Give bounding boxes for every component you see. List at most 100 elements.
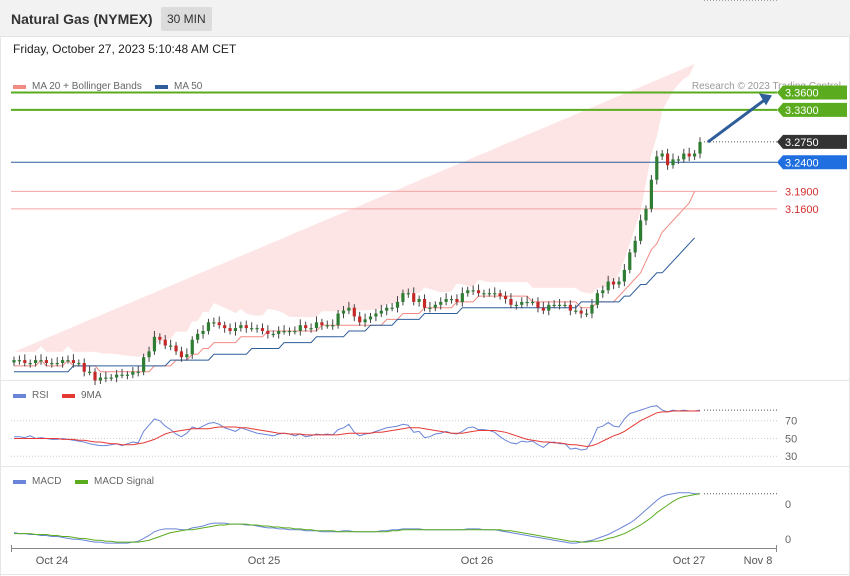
candle xyxy=(244,325,248,329)
candle xyxy=(142,357,146,372)
candle xyxy=(628,252,632,270)
projection-arrow xyxy=(707,99,765,144)
tag-3.1900: 3.1900 xyxy=(785,186,819,198)
legend-ma20: MA 20 + Bollinger Bands xyxy=(13,81,142,92)
candle xyxy=(412,293,416,302)
candle xyxy=(449,299,454,301)
candle xyxy=(228,328,232,331)
candle xyxy=(158,336,162,340)
tag-3.2400-bg xyxy=(777,155,847,170)
ma50-swatch xyxy=(155,84,168,89)
date-text: Friday, October 27, 2023 5:10:48 AM CET xyxy=(13,42,237,56)
candle xyxy=(304,325,308,329)
candle xyxy=(28,363,32,365)
candle xyxy=(563,304,567,307)
signal-swatch xyxy=(75,479,88,484)
candle xyxy=(325,325,329,327)
candle xyxy=(88,371,92,373)
candle xyxy=(93,371,97,381)
candle xyxy=(557,304,562,307)
candle xyxy=(125,374,130,376)
legend-ma20-label: MA 20 + Bollinger Bands xyxy=(32,81,142,92)
candle xyxy=(476,290,481,294)
candle xyxy=(568,304,572,311)
tag-3.2400: 3.2400 xyxy=(785,157,819,169)
candle xyxy=(439,301,443,305)
legend-ma50: MA 50 xyxy=(155,81,202,92)
candle xyxy=(493,293,497,295)
candle xyxy=(660,153,664,157)
candle xyxy=(98,377,103,381)
candle xyxy=(17,360,22,362)
candle xyxy=(520,301,524,305)
candle xyxy=(395,301,400,308)
candle xyxy=(406,293,410,295)
candle xyxy=(692,153,697,157)
candle xyxy=(34,360,38,363)
legend-rsi-ma: 9MA xyxy=(62,390,102,401)
candle xyxy=(498,293,502,297)
copyright-text: Research © 2023 Trading Central xyxy=(691,81,841,92)
chart-header: Natural Gas (NYMEX) 30 MIN xyxy=(0,0,850,37)
tag-3.3600-bg xyxy=(777,85,847,100)
candle xyxy=(698,141,702,154)
candle xyxy=(39,360,43,362)
candle xyxy=(682,153,686,160)
candle xyxy=(460,293,464,302)
candle xyxy=(239,325,243,329)
candle xyxy=(665,153,670,166)
legend-macd-signal: MACD Signal xyxy=(75,476,154,487)
candle xyxy=(109,377,113,379)
candle xyxy=(179,351,184,358)
candle xyxy=(644,208,648,221)
candle xyxy=(82,363,86,372)
candle xyxy=(277,331,281,334)
candle xyxy=(271,333,275,336)
candle xyxy=(206,322,211,331)
legend-rsi: RSI xyxy=(13,390,49,401)
projection-arrow-head xyxy=(759,93,772,106)
candle xyxy=(298,325,302,331)
candle xyxy=(466,290,470,294)
rsi-tick-70: 70 xyxy=(785,416,797,428)
tag-3.3300-bg xyxy=(777,102,847,117)
candle xyxy=(552,304,556,307)
candle xyxy=(55,363,59,365)
candle xyxy=(649,179,653,209)
candle xyxy=(638,220,643,241)
legend-macd-label: MACD xyxy=(32,476,62,487)
tag-3.3600: 3.3600 xyxy=(785,87,819,99)
candle xyxy=(579,310,583,314)
candle xyxy=(71,360,76,363)
candle xyxy=(314,322,319,329)
timeframe-button[interactable]: 30 MIN xyxy=(161,7,212,31)
candle xyxy=(385,307,389,311)
candle xyxy=(201,331,205,334)
x-tick-label: Oct 26 xyxy=(461,555,493,567)
candle xyxy=(12,360,16,363)
candle xyxy=(163,339,167,346)
candle xyxy=(422,299,427,308)
candle xyxy=(611,281,616,285)
candle xyxy=(358,316,362,323)
legend-rsi-ma-label: 9MA xyxy=(81,390,102,401)
candle xyxy=(50,363,54,365)
candle xyxy=(196,333,200,340)
candle xyxy=(331,325,335,327)
macd-tick-lower: 0 xyxy=(785,534,791,546)
candle xyxy=(320,322,324,326)
candle xyxy=(655,156,659,180)
candle xyxy=(169,345,173,347)
candle xyxy=(104,377,108,379)
ma20-swatch xyxy=(13,84,26,89)
candle xyxy=(444,299,448,302)
candle xyxy=(233,328,238,331)
candle xyxy=(547,304,551,311)
x-tick-label: Oct 25 xyxy=(248,555,280,567)
candle xyxy=(455,299,459,302)
chart-title: Natural Gas (NYMEX) xyxy=(11,11,153,27)
candle xyxy=(223,325,227,329)
rsi-line xyxy=(14,405,701,451)
ma50-line xyxy=(14,237,695,373)
